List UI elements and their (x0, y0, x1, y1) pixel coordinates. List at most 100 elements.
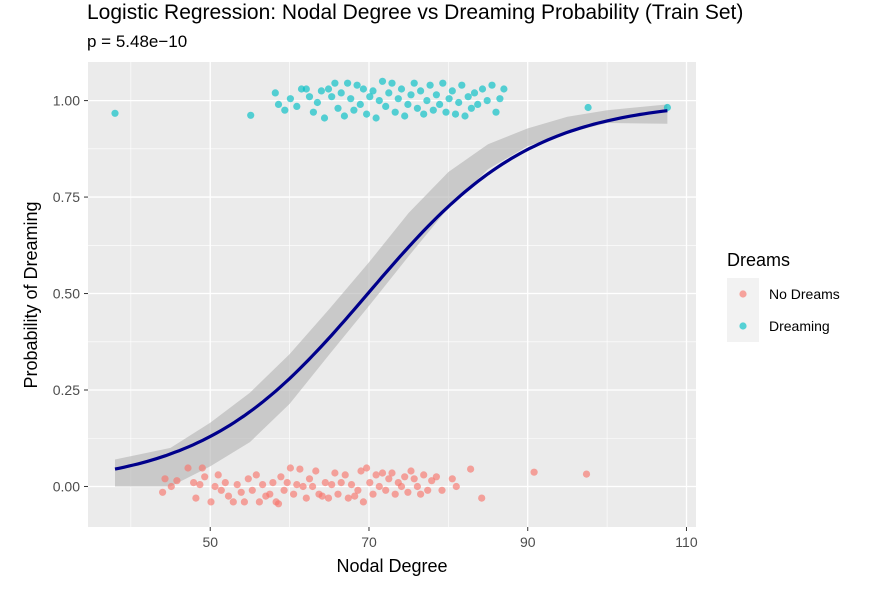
point-dreaming (458, 81, 466, 89)
point-dreaming (436, 100, 444, 108)
point-dreaming (334, 104, 342, 112)
point-no-dreams (201, 473, 209, 481)
legend-label-dreaming: Dreaming (769, 318, 830, 334)
point-no-dreams (401, 473, 409, 481)
point-no-dreams (244, 475, 252, 483)
point-no-dreams (280, 486, 288, 494)
point-no-dreams (337, 479, 345, 487)
point-dreaming (426, 81, 434, 89)
point-no-dreams (478, 494, 486, 502)
point-no-dreams (240, 498, 248, 506)
point-dreaming (356, 100, 364, 108)
point-dreaming (407, 91, 415, 99)
y-axis: 0.00 0.25 0.50 0.75 1.00 (53, 93, 88, 494)
legend-key-dreaming (739, 322, 747, 330)
chart-subtitle: p = 5.48e−10 (87, 32, 187, 51)
x-tick-label: 110 (675, 534, 698, 550)
x-axis-title: Nodal Degree (336, 556, 447, 576)
point-no-dreams (192, 494, 200, 502)
point-no-dreams (269, 479, 277, 487)
point-dreaming (467, 104, 475, 112)
point-dreaming (274, 100, 283, 108)
point-dreaming (363, 110, 371, 118)
point-dreaming (492, 108, 500, 116)
point-dreaming (483, 97, 491, 105)
point-no-dreams (190, 479, 198, 487)
point-no-dreams (448, 475, 456, 483)
x-tick-label: 50 (202, 534, 218, 550)
point-dreaming (353, 81, 361, 89)
point-no-dreams (467, 465, 475, 473)
point-dreaming (350, 106, 358, 114)
point-dreaming (391, 108, 399, 116)
point-no-dreams (167, 482, 175, 491)
point-dreaming (394, 95, 402, 103)
point-dreaming (286, 95, 294, 103)
point-no-dreams (366, 479, 374, 487)
point-no-dreams (214, 471, 222, 479)
point-no-dreams (274, 500, 283, 508)
point-dreaming (388, 79, 396, 87)
point-no-dreams (324, 494, 333, 502)
point-dreaming (340, 112, 348, 120)
point-no-dreams (404, 488, 412, 496)
point-no-dreams (382, 486, 390, 494)
point-dreaming (324, 85, 333, 93)
point-no-dreams (184, 464, 192, 472)
point-dreaming (439, 79, 447, 87)
point-dreaming (455, 98, 463, 107)
point-dreaming (293, 102, 301, 110)
point-no-dreams (318, 492, 326, 500)
point-no-dreams (224, 492, 233, 500)
point-no-dreams (173, 477, 181, 485)
point-dreaming (366, 93, 374, 101)
point-dreaming (496, 95, 504, 103)
point-no-dreams (385, 475, 393, 483)
point-dreaming (451, 110, 460, 118)
point-dreaming (281, 106, 289, 114)
point-no-dreams (237, 488, 245, 496)
point-dreaming (445, 95, 453, 103)
point-no-dreams (391, 490, 399, 498)
point-dreaming (375, 97, 383, 105)
point-no-dreams (211, 482, 219, 491)
point-dreaming (309, 108, 317, 116)
point-no-dreams (424, 486, 432, 494)
point-dreaming (478, 85, 487, 93)
point-no-dreams (388, 469, 396, 477)
point-no-dreams (259, 481, 267, 489)
point-no-dreams (255, 498, 263, 506)
chart-title: Logistic Regression: Nodal Degree vs Dre… (87, 1, 743, 24)
point-dreaming (313, 98, 321, 107)
point-no-dreams (378, 469, 387, 477)
point-dreaming (417, 87, 425, 95)
point-dreaming (385, 89, 393, 97)
point-no-dreams (347, 481, 356, 489)
point-no-dreams (309, 482, 317, 491)
point-dreaming (382, 102, 390, 110)
point-no-dreams (321, 479, 329, 487)
point-dreaming (347, 95, 355, 103)
point-dreaming (404, 100, 412, 108)
point-no-dreams (417, 490, 425, 498)
point-no-dreams (582, 470, 591, 478)
point-dreaming (271, 89, 279, 97)
point-no-dreams (248, 486, 256, 494)
point-dreaming (378, 77, 387, 85)
point-no-dreams (207, 498, 215, 506)
point-no-dreams (217, 486, 225, 494)
point-no-dreams (196, 481, 204, 489)
point-no-dreams (407, 467, 415, 475)
legend-key-bg (727, 278, 759, 342)
point-no-dreams (312, 467, 320, 475)
point-dreaming (111, 109, 119, 117)
legend-label-no-dreams: No Dreams (769, 286, 840, 302)
legend-title: Dreams (727, 250, 790, 270)
point-no-dreams (410, 475, 418, 483)
legend-key-no-dreams (739, 290, 747, 298)
point-dreaming (344, 79, 352, 87)
y-tick-label: 0.75 (53, 189, 80, 205)
point-dreaming (397, 85, 406, 93)
point-no-dreams (413, 482, 421, 491)
point-no-dreams (283, 479, 291, 487)
